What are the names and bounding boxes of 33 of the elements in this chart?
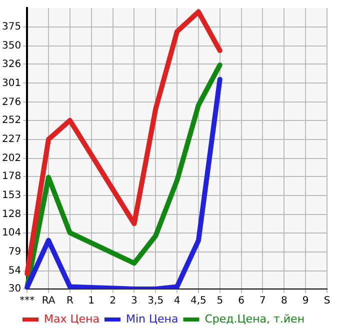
x-tick-label: 6 — [238, 296, 244, 307]
x-tick-label: S — [324, 296, 330, 307]
x-tick-label: 4 — [174, 296, 180, 307]
x-tick-label: 7 — [260, 296, 266, 307]
y-tick-label: 30 — [8, 284, 22, 295]
x-tick-label: 3 — [131, 296, 138, 307]
y-tick-label: 178 — [2, 171, 22, 182]
x-tick-label: 1 — [88, 296, 95, 307]
y-tick-label: 350 — [2, 40, 22, 52]
y-tick-label: 326 — [2, 58, 22, 70]
legend-label: Max Цена — [44, 312, 100, 326]
y-tick-label: 227 — [2, 134, 22, 145]
y-tick-label: 252 — [2, 114, 22, 126]
y-tick-label: 375 — [2, 22, 22, 33]
y-tick-label: 54 — [8, 265, 22, 276]
x-tick-label: 5 — [216, 296, 224, 307]
y-tick-label: 301 — [2, 78, 22, 89]
y-tick-label: 104 — [2, 227, 22, 238]
x-tick-label: *** — [20, 296, 35, 307]
y-tick-label: 153 — [2, 190, 22, 202]
legend-label: Min Цена — [126, 312, 178, 326]
y-tick-label: 202 — [2, 152, 22, 164]
legend-label: Сред.Цена, т.йен — [204, 312, 305, 326]
x-tick-label: 9 — [302, 296, 309, 307]
y-tick-label: 79 — [8, 246, 22, 258]
x-tick-label: RA — [42, 296, 56, 307]
x-tick-label: 3,5 — [148, 296, 164, 307]
y-tick-label: 276 — [2, 96, 22, 108]
x-tick-label: R — [66, 296, 74, 307]
x-tick-label: 2 — [110, 296, 116, 307]
x-tick-label: 8 — [280, 296, 288, 307]
x-tick-label: 4,5 — [190, 296, 206, 307]
y-tick-label: 128 — [2, 209, 22, 220]
